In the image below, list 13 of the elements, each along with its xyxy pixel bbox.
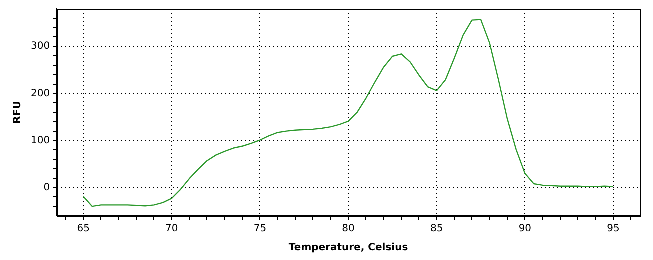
x-tick-label: 75: [254, 224, 267, 235]
y-tick-label: 300: [30, 41, 50, 52]
x-tick-label: 70: [166, 224, 178, 235]
x-tick-label: 65: [77, 224, 90, 235]
y-tick-label: 0: [44, 182, 50, 194]
y-tick-label: 100: [30, 135, 50, 146]
x-tick-label: 90: [518, 224, 532, 235]
x-tick-label: 85: [430, 224, 444, 235]
y-tick-label: 200: [30, 88, 50, 100]
y-axis-title: RFU: [12, 101, 24, 124]
x-tick-label: 80: [342, 224, 355, 235]
x-tick-label: 95: [607, 224, 620, 235]
x-axis-title: Temperature, Celsius: [288, 242, 408, 254]
